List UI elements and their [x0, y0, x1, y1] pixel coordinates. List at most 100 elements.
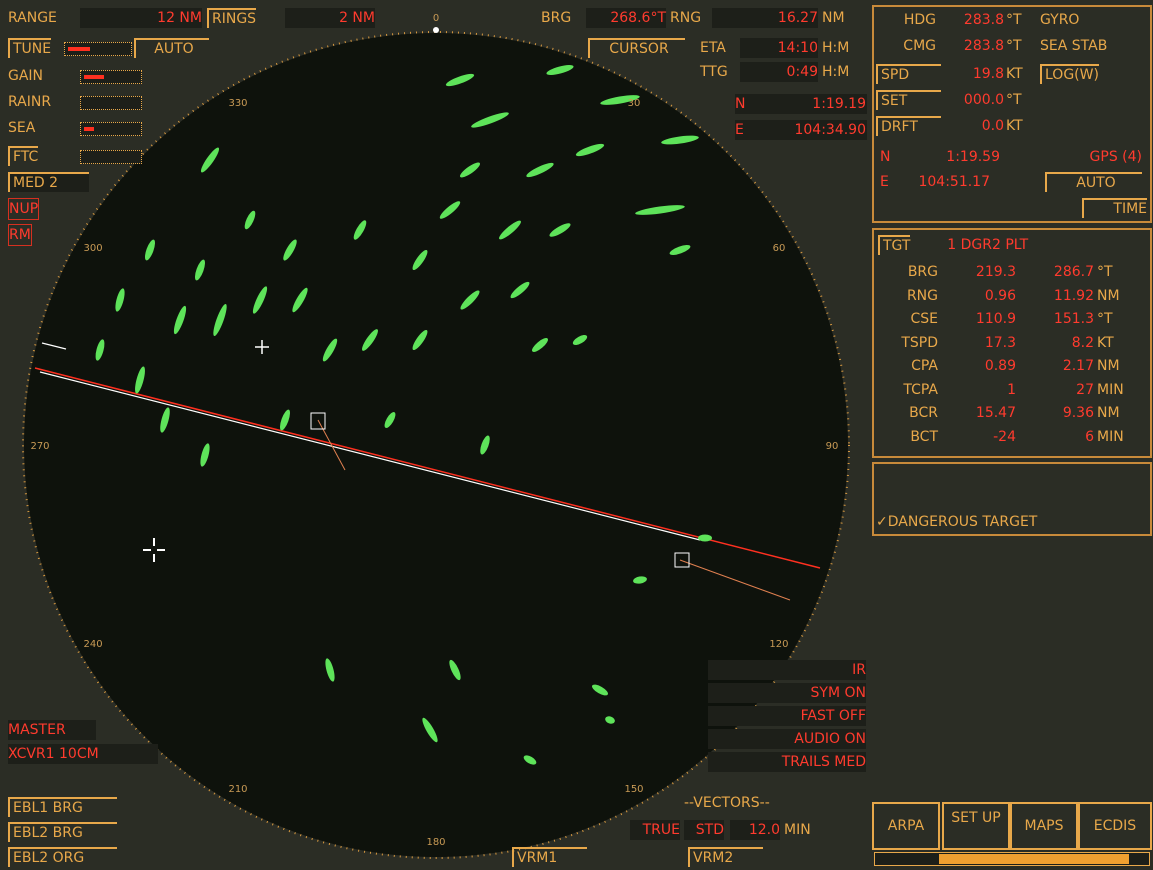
bearing-label: 300 [84, 243, 103, 254]
pulse-length[interactable]: MED 2 [8, 172, 89, 192]
rainr-label: RAINR [8, 94, 52, 110]
own-ship-source: GYRO [1040, 12, 1080, 28]
position-mode[interactable]: AUTO [1045, 172, 1142, 192]
ebl-button[interactable]: EBL1 BRG [8, 797, 117, 817]
own-ship-source: SEA STAB [1040, 38, 1108, 54]
radar-echo [661, 135, 699, 145]
radar-echo [200, 443, 210, 467]
level-fill [84, 75, 104, 79]
radar-echo [292, 287, 308, 313]
own-ship-label[interactable]: SET [876, 90, 941, 110]
level-bar[interactable] [80, 122, 142, 136]
radar-echo [445, 73, 475, 87]
bearing-label: 150 [624, 784, 643, 795]
level-bar[interactable] [80, 70, 142, 84]
ttg-unit: H:M [822, 64, 850, 80]
tgt-row-label: TCPA [903, 381, 938, 398]
scrollbar[interactable] [874, 852, 1150, 866]
target-symbol [310, 412, 326, 430]
bearing-ring [22, 31, 850, 859]
ebl-button[interactable]: EBL2 ORG [8, 847, 117, 867]
gps-lon: 104:51.17 [918, 174, 990, 190]
target-symbol [674, 552, 690, 568]
level-bar[interactable] [80, 150, 142, 164]
tgt-header: 2 PLT [992, 237, 1029, 253]
tgt-value-1: 110.9 [975, 311, 1016, 327]
menu-button[interactable]: ARPA [872, 802, 940, 850]
radar-echo [135, 366, 145, 394]
display-setting[interactable]: SYM ON [708, 683, 866, 703]
display-setting[interactable]: FAST OFF [708, 706, 866, 726]
ebl-button[interactable]: EBL2 BRG [8, 822, 117, 842]
radar-echo [669, 245, 691, 255]
radar-echo [526, 162, 554, 178]
display-setting[interactable]: AUDIO ON [708, 729, 866, 749]
vrm-marker [41, 342, 67, 350]
radar-echo [422, 717, 438, 743]
heading-marker [433, 27, 439, 33]
menu-button[interactable]: MAPS [1010, 802, 1078, 850]
motion-mode[interactable]: RM [8, 224, 32, 246]
own-ship-panel [872, 5, 1152, 223]
scroll-thumb[interactable] [939, 854, 1129, 864]
bearing-label: 210 [228, 784, 247, 795]
tgt-button[interactable]: TGT [878, 235, 911, 255]
radar-echo [698, 534, 712, 542]
vrm-button[interactable]: VRM1 [512, 847, 587, 867]
tgt-unit: NM [1097, 358, 1120, 374]
level-bar[interactable] [64, 42, 132, 56]
gps-lon-label: E [880, 174, 889, 190]
tgt-row-label: CSE [910, 311, 938, 327]
master-label: MASTER [8, 720, 96, 740]
tgt-row-label: BCT [910, 428, 938, 445]
radar-echo [605, 716, 615, 724]
radar-echo [384, 412, 396, 428]
vector-mode: TRUE [630, 820, 680, 840]
tune-button[interactable]: TUNE [8, 38, 52, 58]
radar-echo [459, 162, 481, 178]
own-ship-label[interactable]: DRFT [876, 116, 941, 136]
radar-echo [362, 329, 378, 351]
tgt-row-label: CPA [911, 358, 938, 374]
orientation-mode[interactable]: NUP [8, 198, 40, 220]
cursor-button[interactable]: CURSOR [588, 38, 685, 58]
tgt-unit: °T [1097, 311, 1113, 327]
lat-value: 1:19.19 [812, 96, 866, 112]
radar-echo [200, 147, 220, 173]
display-setting[interactable]: TRAILS MED [708, 752, 866, 772]
own-ship-unit: KT [1006, 118, 1023, 134]
level-bar[interactable] [80, 96, 142, 110]
brg-label: BRG [541, 10, 572, 26]
tgt-value-1: 0.89 [984, 358, 1016, 374]
gain-label: GAIN [8, 68, 44, 84]
menu-button[interactable]: ECDIS [1078, 802, 1152, 850]
own-ship-source[interactable]: LOG(W) [1040, 64, 1099, 84]
heading-line [34, 367, 821, 569]
display-setting[interactable]: IR [708, 660, 866, 680]
rng-unit: NM [822, 10, 845, 26]
own-ship-value: 283.8 [963, 38, 1004, 54]
lon-label: E [735, 120, 867, 140]
own-ship-label: HDG [903, 12, 936, 28]
menu-button[interactable]: SET UP [942, 802, 1010, 850]
tune-mode[interactable]: AUTO [134, 38, 209, 58]
bearing-label: 180 [426, 837, 445, 848]
rng-value: 16.27 [712, 8, 818, 28]
bearing-label: 270 [30, 441, 49, 452]
own-ship-label[interactable]: SPD [876, 64, 941, 84]
bearing-label: 0 [433, 13, 439, 24]
tgt-unit: KT [1097, 334, 1114, 351]
own-ship-label: CMG [903, 38, 936, 54]
radar-echo [480, 435, 490, 455]
bearing-label: 90 [826, 441, 839, 452]
ttg-label: TTG [700, 64, 728, 80]
bearing-label: 60 [773, 243, 786, 254]
rings-button[interactable]: RINGS [207, 8, 257, 28]
time-button[interactable]: TIME [1082, 198, 1147, 218]
alarm-panel [872, 462, 1152, 536]
ftc-button[interactable]: FTC [8, 146, 39, 166]
radar-echo [572, 334, 588, 346]
vrm-button[interactable]: VRM2 [688, 847, 763, 867]
tgt-unit: °T [1097, 264, 1113, 280]
